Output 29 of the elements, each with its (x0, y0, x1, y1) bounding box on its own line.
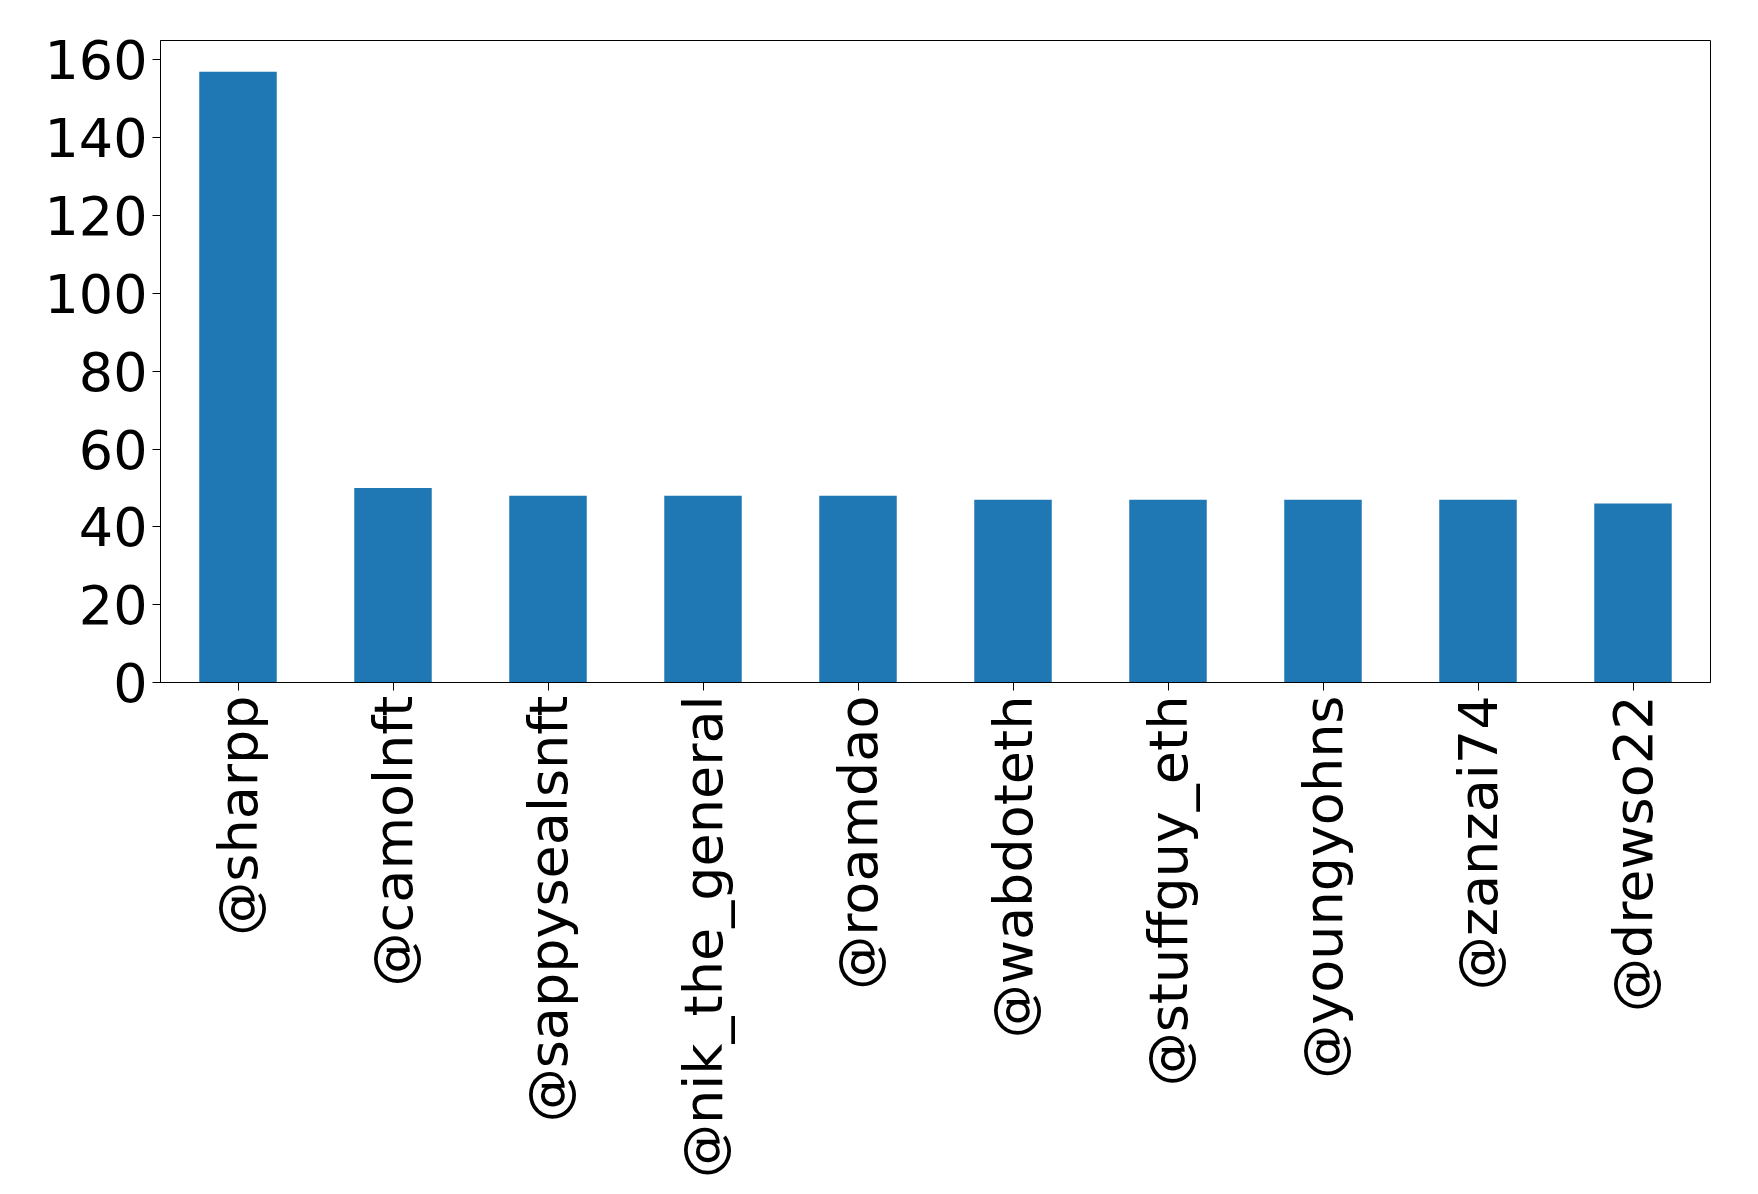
x-tick-label: @wabdoteth (981, 695, 1045, 1039)
x-tick-label: @stuffguy_eth (1136, 695, 1200, 1087)
y-tick-label: 60 (78, 418, 148, 482)
bar (199, 71, 277, 683)
y-tick-label: 160 (44, 29, 148, 93)
y-tick-label: 20 (78, 574, 148, 638)
bar (1284, 499, 1362, 683)
bar (354, 487, 432, 683)
x-tick-label: @youngyohns (1291, 695, 1355, 1079)
x-tick-label: @sharpp (206, 695, 270, 936)
x-tick-label: @nik_the_general (671, 695, 735, 1178)
y-tick-label: 0 (113, 652, 148, 715)
x-tick-label: @sappysealsnft (516, 695, 580, 1123)
y-tick-label: 40 (78, 496, 148, 560)
x-tick-label: @zanzai74 (1446, 695, 1510, 991)
bar (974, 499, 1052, 683)
y-tick-label: 120 (44, 185, 148, 249)
bar (1439, 499, 1517, 683)
bar (819, 495, 897, 683)
y-tick-label: 80 (78, 340, 148, 404)
x-tick-label: @camolnft (361, 695, 425, 987)
x-tick-label: @roamdao (826, 695, 890, 990)
bar (1129, 499, 1207, 683)
bar (1594, 503, 1672, 683)
bar (509, 495, 587, 683)
bar (664, 495, 742, 683)
y-tick-label: 140 (44, 107, 148, 171)
x-tick-label: @drewso22 (1601, 695, 1665, 1013)
y-tick-label: 100 (44, 262, 148, 326)
